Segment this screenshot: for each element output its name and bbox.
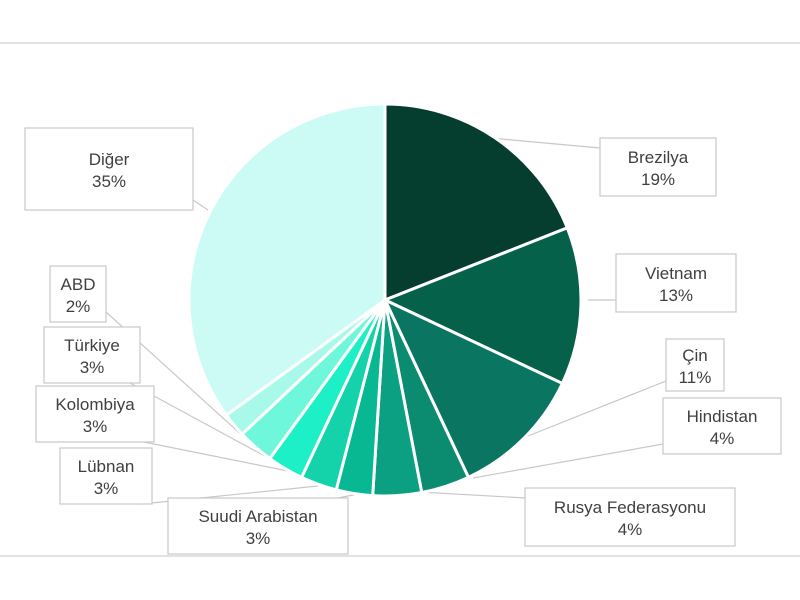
callout-box [599, 137, 717, 197]
callout-box [49, 265, 107, 323]
leader-line-hindistan [472, 443, 664, 479]
slice-label: Lübnan [78, 457, 135, 476]
callout-box [615, 253, 737, 313]
slice-value-label: 3% [246, 529, 271, 548]
callout-box [59, 447, 153, 505]
callout-brezilya: Brezilya 19% [599, 137, 717, 197]
slice-label: Çin [682, 346, 708, 365]
callout-box [524, 487, 736, 547]
slice-value-label: 3% [83, 417, 108, 436]
slice-label: Vietnam [645, 264, 707, 283]
slice-value-label: 4% [710, 429, 735, 448]
callout-abd: ABD 2% [49, 265, 107, 323]
slice-value-label: 13% [659, 286, 693, 305]
callout-box [24, 127, 194, 211]
leader-line-cin [527, 380, 667, 437]
callout-hindistan: Hindistan 4% [662, 397, 782, 455]
leader-line-kolombiya [143, 441, 294, 473]
slice-value-label: 4% [618, 520, 643, 539]
slice-label: ABD [61, 275, 96, 294]
slice-value-label: 2% [66, 297, 91, 316]
slice-value-label: 11% [679, 368, 712, 387]
slice-value-label: 35% [92, 172, 126, 191]
leader-line-diger [192, 199, 209, 211]
callout-kolombiya: Kolombiya 3% [35, 385, 155, 443]
pie-slice-brezilya [383, 102, 570, 303]
callout-box [35, 385, 155, 443]
slice-callouts: Brezilya19%Vietnam13%Çin11%Hindistan4%Ru… [24, 127, 782, 555]
callout-box [167, 497, 349, 555]
slice-label: Suudi Arabistan [198, 507, 317, 526]
pie-slice-vietnam [381, 225, 583, 386]
pie-slices [187, 102, 583, 498]
callout-box [665, 338, 725, 392]
callout-suudi-arabistan: Suudi Arabistan 3% [167, 497, 349, 555]
pie-slice-cin [381, 296, 565, 480]
callout-vietnam: Vietnam 13% [615, 253, 737, 313]
slice-label: Türkiye [64, 336, 120, 355]
callout-lubnan: Lübnan 3% [59, 447, 153, 505]
leader-line-brezilya [489, 137, 601, 149]
callout-box [43, 326, 141, 384]
slice-label: Hindistan [687, 407, 758, 426]
callout-diger: Diğer 35% [24, 127, 194, 211]
callout-box [662, 397, 782, 455]
callout-cin: Çin 11% [665, 338, 725, 392]
slice-label: Kolombiya [55, 395, 135, 414]
slice-value-label: 3% [80, 358, 105, 377]
slice-label: Diğer [89, 150, 130, 169]
slice-value-label: 3% [94, 479, 119, 498]
slice-label: Brezilya [628, 148, 689, 167]
callout-turkiye: Türkiye 3% [43, 326, 141, 384]
callout-rusya-federasyonu: Rusya Federasyonu 4% [524, 487, 736, 547]
slice-label: Rusya Federasyonu [554, 498, 706, 517]
slice-value-label: 19% [641, 170, 675, 189]
pie-slice-diger [187, 102, 387, 418]
leader-line-rusya-federasyonu [419, 491, 526, 499]
